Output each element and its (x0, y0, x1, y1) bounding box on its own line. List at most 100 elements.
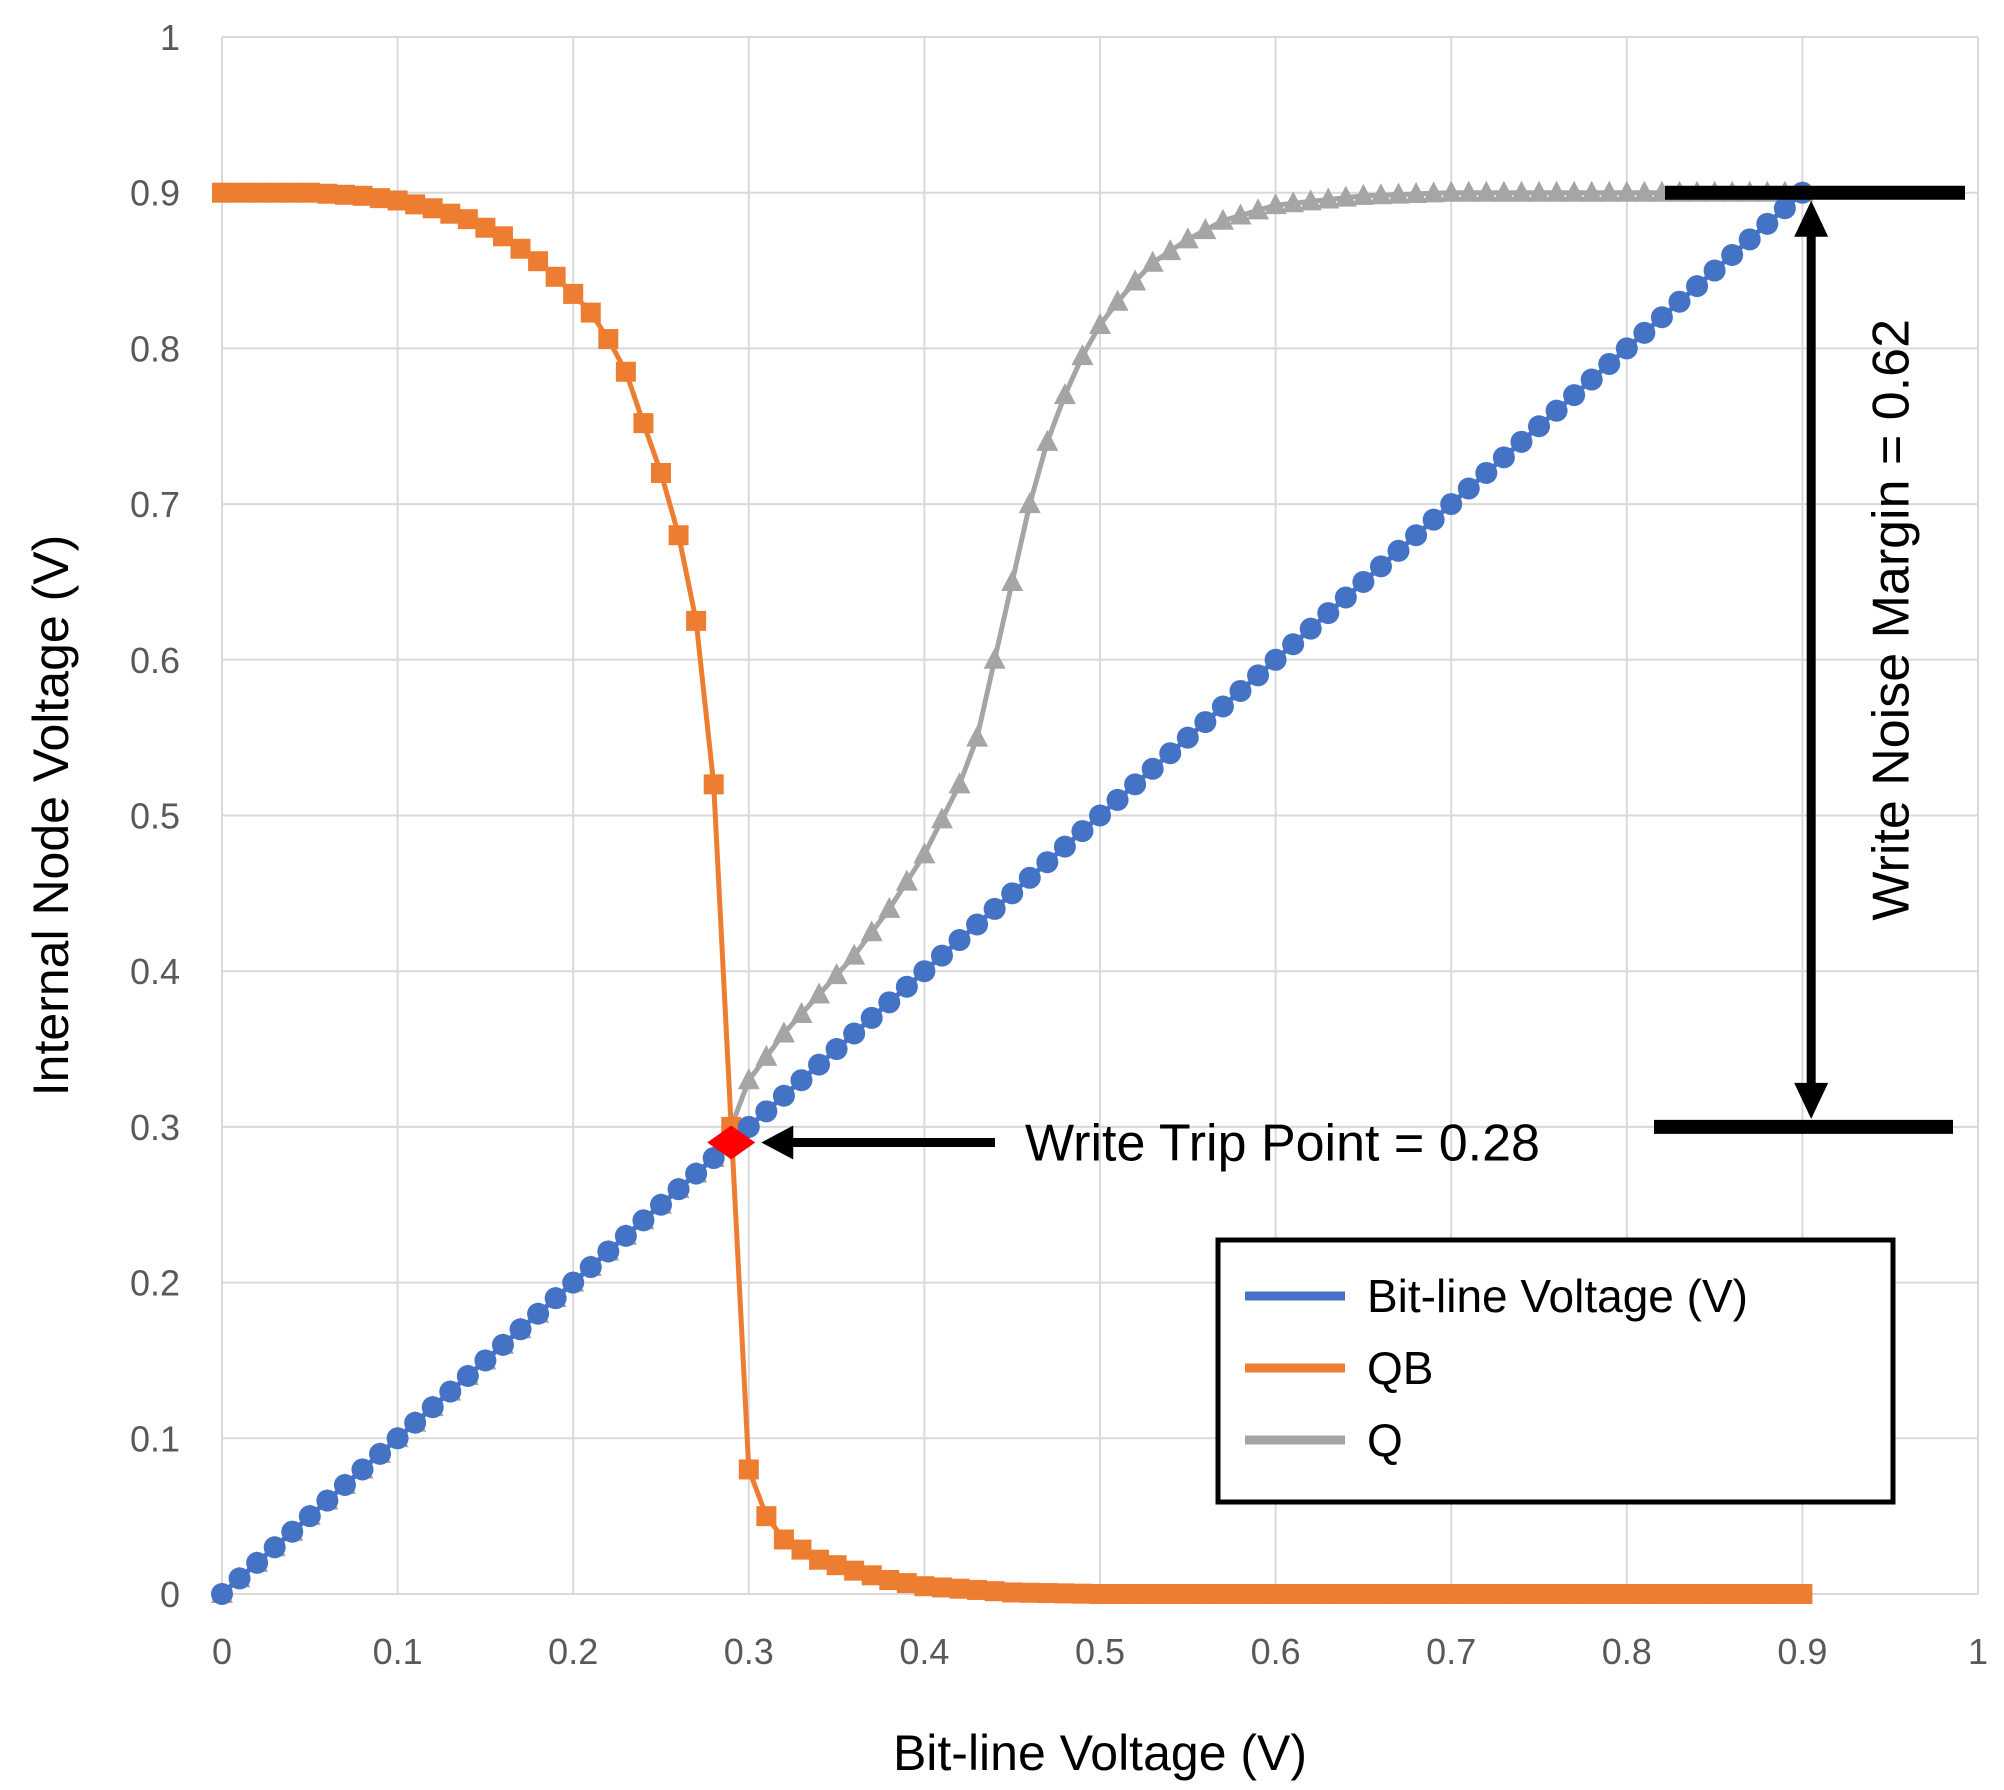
data-point (1598, 180, 1621, 202)
y-tick-label-4: 0.4 (130, 951, 180, 992)
data-point (1634, 1584, 1655, 1604)
data-point (404, 1411, 427, 1434)
data-point (1053, 835, 1076, 858)
data-point (281, 1520, 304, 1543)
data-point (1282, 633, 1305, 656)
data-point (737, 1068, 760, 1090)
data-point (1615, 180, 1638, 202)
annotations (707, 185, 1965, 1160)
data-point (492, 226, 513, 247)
data-point (1019, 1582, 1040, 1603)
legend-label-0: Bit-line Voltage (V) (1367, 1270, 1748, 1322)
data-point (1387, 182, 1410, 204)
data-point (826, 1555, 847, 1576)
data-point (386, 1427, 409, 1450)
data-point (1388, 1584, 1409, 1604)
data-point (1283, 1584, 1304, 1604)
data-point (686, 610, 707, 631)
data-point (1317, 187, 1340, 209)
data-point (1704, 1584, 1725, 1604)
x-tick-label-3: 0.3 (724, 1631, 774, 1672)
data-point (809, 1549, 830, 1570)
data-point (1422, 508, 1445, 531)
data-point (1334, 586, 1357, 609)
y-tick-label-10: 1 (160, 17, 180, 58)
y-tick-label-7: 0.7 (130, 484, 180, 525)
data-point (633, 413, 654, 434)
data-point (1369, 183, 1392, 205)
data-point (1299, 617, 1322, 640)
data-point (1159, 239, 1182, 261)
data-point (1475, 180, 1498, 202)
data-point (984, 1581, 1005, 1602)
data-point (983, 897, 1006, 920)
trip-point-marker (707, 1125, 756, 1160)
data-point (1615, 337, 1638, 360)
data-point (755, 1100, 778, 1123)
data-point (370, 188, 391, 209)
data-point (1546, 1584, 1567, 1604)
data-point (790, 1002, 813, 1024)
x-tick-label-2: 0.2 (548, 1631, 598, 1672)
y-tick-label-1: 0.1 (130, 1418, 180, 1459)
data-point (562, 1271, 585, 1294)
data-point (1160, 1584, 1181, 1604)
data-point (1528, 415, 1550, 438)
data-point (439, 1380, 462, 1403)
data-point (895, 869, 918, 891)
y-tick-label-6: 0.6 (130, 640, 180, 681)
data-point (1686, 275, 1709, 298)
data-point (1458, 1584, 1479, 1604)
data-point (597, 1240, 620, 1263)
data-point (1722, 1584, 1743, 1604)
data-point (791, 1539, 812, 1560)
series-layer (211, 180, 1814, 1605)
data-point (1739, 1584, 1760, 1604)
data-point (369, 1442, 392, 1465)
data-point (264, 182, 285, 203)
data-point (773, 1529, 794, 1550)
data-point (878, 991, 901, 1014)
data-point (1334, 185, 1357, 207)
data-point (352, 185, 373, 206)
data-point (1037, 1583, 1058, 1604)
data-point (650, 1193, 672, 1216)
data-point (966, 725, 989, 747)
data-point (1545, 399, 1568, 422)
data-point (1475, 461, 1498, 484)
data-point (544, 1287, 567, 1310)
data-point (1476, 1584, 1497, 1604)
data-point (738, 1459, 759, 1480)
x-tick-label-10: 1 (1968, 1631, 1988, 1672)
series-qb (212, 182, 1813, 1604)
data-point (1018, 866, 1041, 889)
x-tick-label-1: 0.1 (373, 1631, 423, 1672)
data-point (228, 1567, 251, 1590)
data-point (1387, 539, 1410, 562)
data-point (1124, 269, 1147, 291)
data-point (896, 1573, 917, 1594)
data-point (668, 525, 689, 546)
trip-point-arrow-head (761, 1125, 794, 1160)
data-point (615, 361, 636, 382)
legend-label-1: QB (1367, 1342, 1433, 1394)
data-point (1423, 1584, 1444, 1604)
x-tick-label-5: 0.5 (1075, 1631, 1125, 1672)
data-point (825, 1038, 848, 1061)
data-point (1422, 181, 1445, 203)
data-point (405, 194, 426, 215)
data-point (1457, 477, 1480, 500)
data-point (1668, 290, 1691, 313)
data-point (474, 1349, 497, 1372)
write-noise-margin-label: Write Noise Margin = 0.62 (1863, 319, 1921, 921)
data-point (1405, 181, 1428, 203)
data-point (703, 774, 724, 795)
data-point (1018, 492, 1041, 514)
data-point (1529, 1584, 1549, 1604)
data-point (456, 1365, 479, 1388)
data-point (755, 1044, 778, 1066)
data-point (1599, 1584, 1620, 1604)
data-point (1090, 1584, 1110, 1604)
x-tick-label-6: 0.6 (1251, 1631, 1301, 1672)
